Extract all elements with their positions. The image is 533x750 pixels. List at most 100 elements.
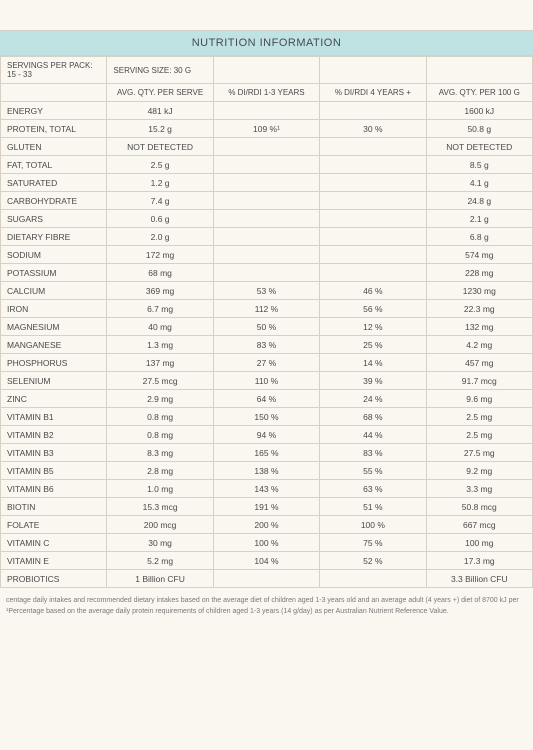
footnote-2: ¹Percentage based on the average daily p… xyxy=(6,607,527,618)
di-1-3-value xyxy=(213,102,319,120)
table-row: PROTEIN, TOTAL15.2 g109 %¹30 %50.8 g xyxy=(1,120,533,138)
nutrient-name: SODIUM xyxy=(1,246,107,264)
per-serve-value: 68 mg xyxy=(107,264,213,282)
di-4plus-value xyxy=(320,102,426,120)
di-1-3-value: 165 % xyxy=(213,444,319,462)
di-4plus-value: 52 % xyxy=(320,552,426,570)
di-1-3-value: 100 % xyxy=(213,534,319,552)
di-1-3-value xyxy=(213,174,319,192)
di-1-3-value xyxy=(213,264,319,282)
di-4plus-value xyxy=(320,228,426,246)
per-100g-value: 9.2 mg xyxy=(426,462,532,480)
table-row: GLUTENNOT DETECTEDNOT DETECTED xyxy=(1,138,533,156)
table-row: SODIUM172 mg574 mg xyxy=(1,246,533,264)
table-row: POTASSIUM68 mg228 mg xyxy=(1,264,533,282)
per-serve-value: 0.8 mg xyxy=(107,426,213,444)
di-4plus-value xyxy=(320,246,426,264)
per-100g-value: 91.7 mcg xyxy=(426,372,532,390)
di-4plus-value xyxy=(320,570,426,588)
footnote-1: centage daily intakes and recommended di… xyxy=(6,596,527,607)
di-4plus-value xyxy=(320,174,426,192)
per-serve-value: 2.9 mg xyxy=(107,390,213,408)
di-1-3-value: 64 % xyxy=(213,390,319,408)
di-4plus-value: 24 % xyxy=(320,390,426,408)
per-100g-value: 2.5 mg xyxy=(426,408,532,426)
per-serve-value: 137 mg xyxy=(107,354,213,372)
per-100g-value: 667 mcg xyxy=(426,516,532,534)
table-row: SUGARS0.6 g2.1 g xyxy=(1,210,533,228)
per-serve-value: NOT DETECTED xyxy=(107,138,213,156)
di-1-3-value: 109 %¹ xyxy=(213,120,319,138)
di-1-3-value: 191 % xyxy=(213,498,319,516)
table-row: ZINC2.9 mg64 %24 %9.6 mg xyxy=(1,390,533,408)
di-1-3-value: 200 % xyxy=(213,516,319,534)
per-serve-value: 2.0 g xyxy=(107,228,213,246)
per-serve-value: 6.7 mg xyxy=(107,300,213,318)
di-4plus-value xyxy=(320,192,426,210)
table-row: ENERGY481 kJ1600 kJ xyxy=(1,102,533,120)
di-4plus-value: 63 % xyxy=(320,480,426,498)
di-4plus-value: 55 % xyxy=(320,462,426,480)
di-4plus-value xyxy=(320,210,426,228)
per-serve-value: 8.3 mg xyxy=(107,444,213,462)
per-serve-value: 2.5 g xyxy=(107,156,213,174)
nutrient-name: DIETARY FIBRE xyxy=(1,228,107,246)
di-4plus-value xyxy=(320,264,426,282)
per-serve-value: 172 mg xyxy=(107,246,213,264)
per-serve-value: 0.8 mg xyxy=(107,408,213,426)
nutrition-panel: NUTRITION INFORMATION SERVINGS PER PACK:… xyxy=(0,0,533,647)
per-100g-value: 9.6 mg xyxy=(426,390,532,408)
per-100g-value: 4.2 mg xyxy=(426,336,532,354)
di-4plus-value: 51 % xyxy=(320,498,426,516)
col-header-di-4plus: % DI/RDI 4 YEARS + xyxy=(320,84,426,102)
nutrient-name: ZINC xyxy=(1,390,107,408)
per-serve-value: 40 mg xyxy=(107,318,213,336)
per-100g-value: 27.5 mg xyxy=(426,444,532,462)
per-serve-value: 27.5 mcg xyxy=(107,372,213,390)
nutrient-name: VITAMIN B5 xyxy=(1,462,107,480)
di-1-3-value: 50 % xyxy=(213,318,319,336)
per-100g-value: 8.5 g xyxy=(426,156,532,174)
di-1-3-value: 27 % xyxy=(213,354,319,372)
per-100g-value: 3.3 mg xyxy=(426,480,532,498)
di-1-3-value: 110 % xyxy=(213,372,319,390)
per-serve-value: 200 mcg xyxy=(107,516,213,534)
per-serve-value: 30 mg xyxy=(107,534,213,552)
table-row: VITAMIN B61.0 mg143 %63 %3.3 mg xyxy=(1,480,533,498)
col-header-per-serve: AVG. QTY. PER SERVE xyxy=(107,84,213,102)
nutrient-name: ENERGY xyxy=(1,102,107,120)
di-4plus-value: 56 % xyxy=(320,300,426,318)
col-header-per-100g: AVG. QTY. PER 100 G xyxy=(426,84,532,102)
servings-row: SERVINGS PER PACK: 15 - 33 SERVING SIZE:… xyxy=(1,57,533,84)
table-row: MANGANESE1.3 mg83 %25 %4.2 mg xyxy=(1,336,533,354)
per-100g-value: 50.8 g xyxy=(426,120,532,138)
di-1-3-value: 143 % xyxy=(213,480,319,498)
nutrient-name: VITAMIN E xyxy=(1,552,107,570)
table-row: CARBOHYDRATE7.4 g24.8 g xyxy=(1,192,533,210)
table-row: CALCIUM369 mg53 %46 %1230 mg xyxy=(1,282,533,300)
nutrient-name: POTASSIUM xyxy=(1,264,107,282)
di-4plus-value xyxy=(320,156,426,174)
nutrient-name: MAGNESIUM xyxy=(1,318,107,336)
per-100g-value: 3.3 Billion CFU xyxy=(426,570,532,588)
nutrient-name: VITAMIN C xyxy=(1,534,107,552)
nutrition-table: SERVINGS PER PACK: 15 - 33 SERVING SIZE:… xyxy=(0,56,533,588)
empty-cell xyxy=(426,57,532,84)
per-serve-value: 2.8 mg xyxy=(107,462,213,480)
nutrient-name: CARBOHYDRATE xyxy=(1,192,107,210)
table-row: VITAMIN B20.8 mg94 %44 %2.5 mg xyxy=(1,426,533,444)
table-row: PROBIOTICS1 Billion CFU3.3 Billion CFU xyxy=(1,570,533,588)
di-4plus-value: 100 % xyxy=(320,516,426,534)
nutrient-name: VITAMIN B3 xyxy=(1,444,107,462)
nutrient-name: PHOSPHORUS xyxy=(1,354,107,372)
nutrient-name: PROTEIN, TOTAL xyxy=(1,120,107,138)
per-serve-value: 15.3 mcg xyxy=(107,498,213,516)
per-serve-value: 369 mg xyxy=(107,282,213,300)
table-row: VITAMIN B52.8 mg138 %55 %9.2 mg xyxy=(1,462,533,480)
table-row: MAGNESIUM40 mg50 %12 %132 mg xyxy=(1,318,533,336)
nutrient-name: MANGANESE xyxy=(1,336,107,354)
per-serve-value: 7.4 g xyxy=(107,192,213,210)
nutrient-name: CALCIUM xyxy=(1,282,107,300)
empty-cell xyxy=(213,57,319,84)
di-4plus-value: 75 % xyxy=(320,534,426,552)
